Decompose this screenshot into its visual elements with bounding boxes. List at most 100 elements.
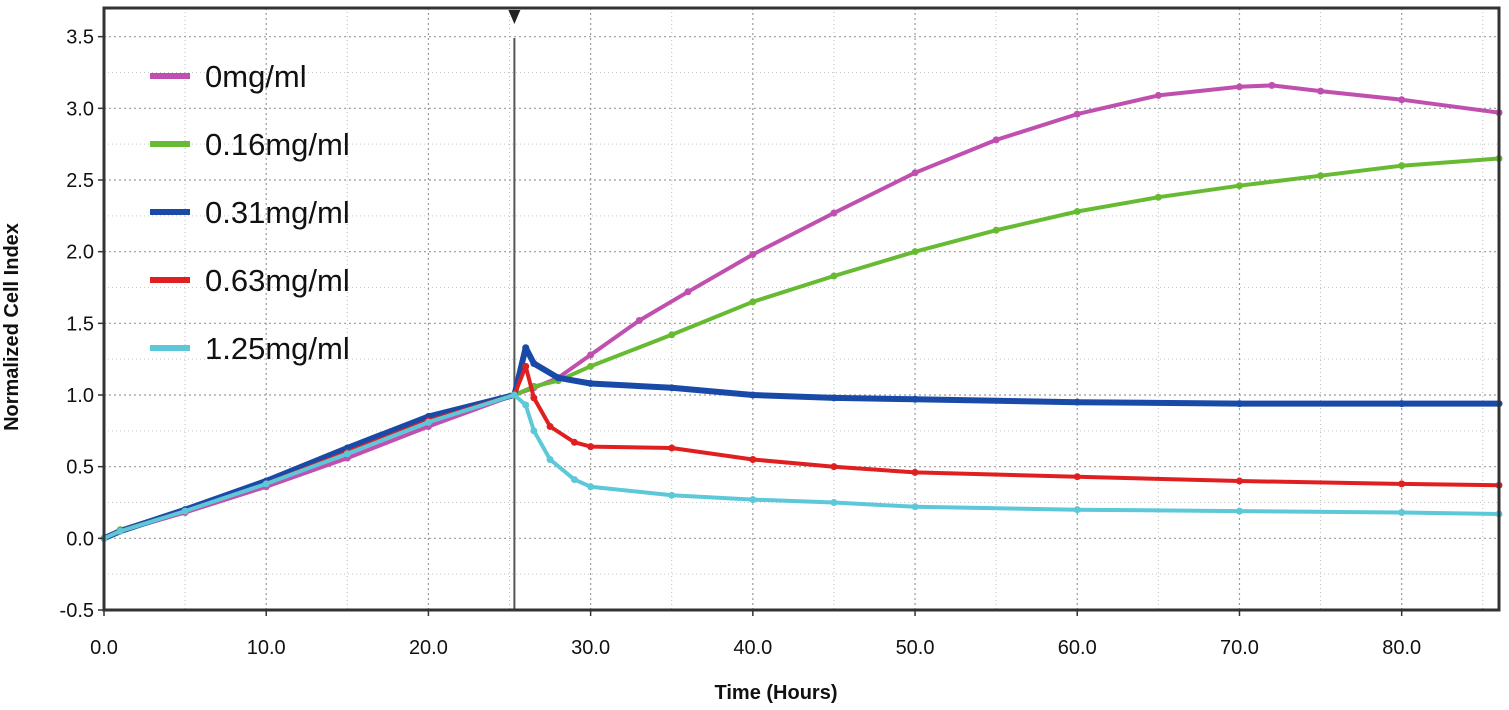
y-axis-title: Normalized Cell Index <box>1 223 23 431</box>
data-point <box>830 499 838 506</box>
data-point <box>343 450 351 458</box>
data-point <box>546 456 554 463</box>
y-tick-label: 1.5 <box>66 313 94 335</box>
x-tick-label: 0.0 <box>90 637 118 659</box>
data-point <box>749 298 757 306</box>
y-tick-label: -0.5 <box>60 600 94 622</box>
data-point <box>116 527 124 535</box>
series-group <box>100 81 1503 542</box>
data-point <box>1398 400 1406 408</box>
x-tick-label: 20.0 <box>409 637 448 659</box>
data-point <box>668 444 676 452</box>
series-4 <box>100 391 1503 542</box>
data-point <box>530 394 538 402</box>
data-point <box>522 401 530 409</box>
data-point <box>1235 507 1243 515</box>
y-tick-label: 2.0 <box>66 242 94 264</box>
data-point <box>262 480 270 488</box>
data-point <box>424 418 432 426</box>
data-point <box>830 463 838 471</box>
y-tick-label: 2.5 <box>66 170 94 192</box>
data-point <box>1154 91 1162 99</box>
legend-label: 0.31mg/ml <box>205 195 350 230</box>
data-point <box>181 507 189 515</box>
plot-frame <box>102 6 1501 612</box>
data-point <box>522 344 530 352</box>
data-point <box>570 438 578 446</box>
data-point <box>587 443 595 451</box>
data-point <box>522 362 530 370</box>
data-point <box>830 209 838 217</box>
data-point <box>830 272 838 280</box>
data-point <box>911 248 919 256</box>
data-point <box>911 468 919 476</box>
data-point <box>749 251 757 259</box>
x-tick-label: 80.0 <box>1382 637 1421 659</box>
data-point <box>992 136 1000 144</box>
data-point <box>668 331 676 339</box>
x-tick-label: 30.0 <box>571 637 610 659</box>
data-point <box>530 427 538 435</box>
data-point <box>1317 87 1325 95</box>
data-point <box>587 351 595 359</box>
data-point <box>1235 400 1243 408</box>
data-point <box>510 391 518 399</box>
data-point <box>570 476 578 484</box>
data-point <box>1235 182 1243 190</box>
treatment-arrow <box>508 10 521 24</box>
data-point <box>684 288 692 296</box>
legend: 0mg/ml 0.16mg/ml 0.31mg/ml 0.63mg/ml 1.25mg/… <box>150 59 350 366</box>
data-point <box>1398 480 1406 488</box>
data-point <box>530 359 538 367</box>
y-tick-label: 0.0 <box>66 528 94 550</box>
data-point <box>546 423 554 431</box>
data-point <box>1073 398 1081 406</box>
data-point <box>1073 506 1081 514</box>
treatment-marker <box>508 10 521 610</box>
data-point <box>992 226 1000 234</box>
x-tick-label: 10.0 <box>247 637 286 659</box>
data-point <box>668 491 676 499</box>
legend-label: 0.16mg/ml <box>205 127 350 162</box>
data-point <box>911 169 919 177</box>
x-axis-ticks: 0.0 10.0 20.0 30.0 40.0 50.0 60.0 70.0 80.0 <box>90 610 1421 659</box>
data-point <box>1268 81 1276 89</box>
y-tick-label: 1.0 <box>66 385 94 407</box>
data-point <box>749 496 757 504</box>
x-axis-title: Time (Hours) <box>715 682 838 704</box>
data-point <box>554 374 562 382</box>
data-point <box>1073 473 1081 481</box>
data-point <box>635 316 643 324</box>
x-tick-label: 70.0 <box>1220 637 1259 659</box>
data-point <box>1398 162 1406 170</box>
data-point <box>1073 110 1081 118</box>
legend-label: 0mg/ml <box>205 59 307 94</box>
data-point <box>1073 208 1081 216</box>
data-point <box>587 362 595 370</box>
data-point <box>1235 83 1243 91</box>
data-point <box>587 380 595 388</box>
legend-label: 0.63mg/ml <box>205 263 350 298</box>
data-point <box>668 384 676 392</box>
data-point <box>587 483 595 491</box>
y-tick-label: 3.5 <box>66 27 94 49</box>
data-point <box>749 456 757 463</box>
data-point <box>1398 96 1406 104</box>
legend-label: 1.25mg/ml <box>205 331 350 366</box>
data-point <box>911 503 919 511</box>
data-point <box>911 395 919 403</box>
series-line <box>102 393 1501 541</box>
y-tick-label: 3.0 <box>66 98 94 120</box>
y-axis-ticks: -0.5 0.0 0.5 1.0 1.5 2.0 2.5 3.0 3.5 <box>60 27 104 622</box>
x-tick-label: 40.0 <box>733 637 772 659</box>
x-tick-label: 60.0 <box>1058 637 1097 659</box>
data-point <box>830 394 838 402</box>
data-point <box>1398 509 1406 517</box>
x-tick-label: 50.0 <box>896 637 935 659</box>
data-point <box>749 391 757 399</box>
data-point <box>1317 172 1325 180</box>
y-tick-label: 0.5 <box>66 457 94 479</box>
data-point <box>1235 477 1243 485</box>
